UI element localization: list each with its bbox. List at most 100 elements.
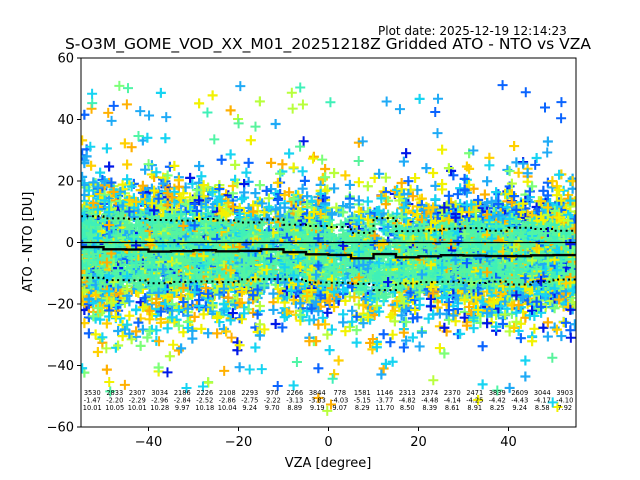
scatter-point <box>113 340 124 351</box>
scatter-point <box>263 193 274 204</box>
scatter-point <box>83 293 94 304</box>
scatter-point <box>333 355 344 366</box>
scatter-point <box>104 271 115 282</box>
scatter-point <box>243 157 254 168</box>
scatter-point <box>110 311 121 322</box>
scatter-point <box>90 329 101 340</box>
scatter-point <box>137 324 148 335</box>
scatter-point <box>83 218 94 229</box>
scatter-point <box>122 284 133 295</box>
scatter-point <box>297 166 308 177</box>
scatter-point <box>137 302 148 313</box>
scatter-point <box>414 93 425 104</box>
scatter-point <box>225 315 236 326</box>
scatter-point <box>268 304 279 315</box>
scatter-point <box>194 98 205 109</box>
scatter-point <box>104 220 115 231</box>
scatter-point <box>245 135 256 146</box>
scatter-point <box>378 329 389 340</box>
scatter-point <box>142 332 153 343</box>
scatter-point <box>81 171 88 182</box>
scatter-point <box>398 342 409 353</box>
scatter-point <box>385 337 396 348</box>
scatter-point <box>81 261 92 272</box>
scatter-point <box>124 328 135 339</box>
scatter-point <box>81 363 88 374</box>
scatter-point <box>122 159 133 170</box>
scatter-point <box>266 157 277 168</box>
scatter-point <box>234 362 245 373</box>
scatter-point <box>133 220 144 231</box>
scatter-point <box>380 358 391 369</box>
scatter-point <box>88 197 99 208</box>
scatter-point <box>387 329 398 340</box>
scatter-point <box>272 177 283 188</box>
chart-title: S-O3M_GOME_VOD_XX_M01_20251218Z Gridded … <box>65 35 591 54</box>
scatter-point <box>338 317 349 328</box>
scatter-point <box>124 296 135 307</box>
scatter-point <box>353 177 364 188</box>
scatter-point <box>108 242 119 253</box>
scatter-point <box>414 341 425 352</box>
scatter-point <box>135 282 146 293</box>
scatter-point <box>104 286 115 297</box>
scatter-point <box>324 345 335 356</box>
scatter-point <box>135 340 146 351</box>
scatter-point <box>340 170 351 181</box>
scatter-point <box>140 164 151 175</box>
scatter-point <box>277 159 288 170</box>
scatter-point <box>92 346 103 357</box>
scatter-point <box>106 177 117 188</box>
scatter-point <box>126 334 137 345</box>
scatter-point <box>119 138 130 149</box>
scatter-point <box>398 156 409 167</box>
scatter-point <box>131 304 142 315</box>
scatter-point <box>108 186 119 197</box>
scatter-point <box>99 195 110 206</box>
scatter-point <box>126 142 137 153</box>
scatter-point <box>144 326 155 337</box>
scatter-point <box>173 345 184 356</box>
scatter-point <box>376 369 387 380</box>
scatter-point <box>110 342 121 353</box>
scatter-point <box>401 148 412 159</box>
plot-date: Plot date: 2025-12-19 12:14:23 <box>378 24 567 38</box>
scatter-point <box>106 297 117 308</box>
scatter-point <box>288 162 299 173</box>
scatter-point <box>83 312 94 323</box>
scatter-point <box>275 168 286 179</box>
scatter-point <box>104 161 115 172</box>
scatter-point <box>155 87 166 98</box>
scatter-point <box>101 318 112 329</box>
scatter-point <box>90 219 101 230</box>
scatter-point <box>162 323 173 334</box>
scatter-point <box>225 149 236 160</box>
scatter-point <box>236 194 247 205</box>
scatter-point <box>329 183 340 194</box>
scatter-point <box>313 363 324 374</box>
scatter-point <box>99 176 110 187</box>
scatter-point <box>92 303 103 314</box>
scatter-point <box>142 132 153 143</box>
scatter-point <box>117 331 128 342</box>
scatter-point <box>90 290 101 301</box>
scatter-point <box>299 175 310 186</box>
scatter-point <box>421 163 432 174</box>
scatter-point <box>126 181 137 192</box>
scatter-point <box>104 207 115 218</box>
scatter-point <box>88 209 99 220</box>
scatter-point <box>117 179 128 190</box>
scatter-point <box>416 327 427 338</box>
scatter-point <box>284 148 295 159</box>
scatter-point <box>101 364 112 375</box>
scatter-point <box>194 161 205 172</box>
scatter-point <box>122 319 133 330</box>
scatter-point <box>113 325 124 336</box>
scatter-point <box>81 151 92 162</box>
scatter-point <box>92 254 103 265</box>
scatter-point <box>164 351 175 362</box>
scatter-point <box>122 174 133 185</box>
scatter-point <box>428 168 439 179</box>
scatter-point <box>351 337 362 348</box>
scatter-point <box>329 369 340 380</box>
